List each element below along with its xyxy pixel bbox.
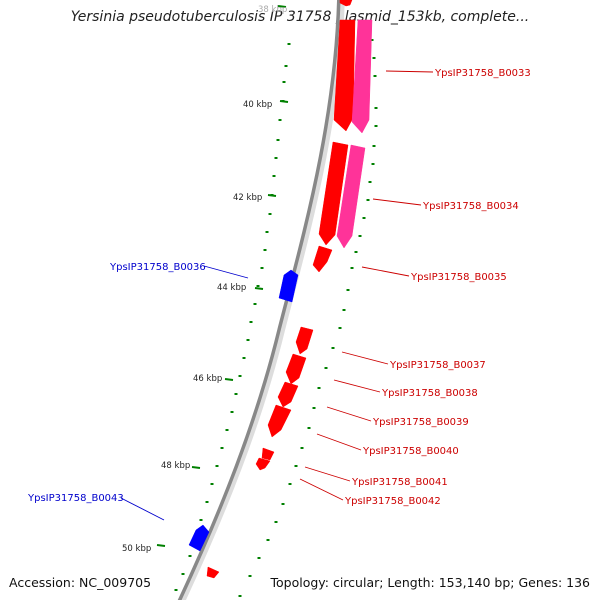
forward-gene-arrow — [267, 404, 292, 438]
kbp-label: 38 kbp — [258, 5, 287, 15]
gene-label-forward: YpsIP31758_B0034 — [422, 201, 519, 212]
kbp-tick — [279, 100, 289, 103]
forward-gene-arrow — [206, 566, 220, 579]
kbp-tick — [277, 5, 287, 8]
forward-gene-arrow — [318, 141, 349, 246]
label-leader — [120, 497, 165, 521]
label-leader — [316, 433, 362, 451]
label-leader — [304, 466, 351, 482]
forward-gene-arrow — [295, 326, 314, 355]
kbp-label: 42 kbp — [233, 193, 262, 203]
forward-gene-arrow — [333, 19, 356, 132]
forward-gene-arrow — [255, 457, 271, 471]
gene-label-forward: YpsIP31758_B0039 — [372, 417, 469, 428]
gene-label-forward: YpsIP31758_B0037 — [389, 360, 486, 371]
forward-gene-arrow — [336, 144, 366, 249]
backbone-layer — [177, 0, 345, 600]
map-title: Yersinia pseudotuberculosis IP 31758 pla… — [70, 9, 530, 25]
gene-label-forward: YpsIP31758_B0041 — [351, 477, 448, 488]
kbp-label: 46 kbp — [193, 374, 222, 384]
label-leader — [361, 266, 410, 277]
gene-label-forward: YpsIP31758_B0038 — [381, 388, 478, 399]
gene-label-reverse: YpsIP31758_B0036 — [109, 262, 206, 273]
reverse-gene-arrow — [188, 524, 210, 552]
reverse-gene-arrow — [278, 269, 299, 303]
kbp-tick — [267, 194, 277, 197]
gene-label-forward: YpsIP31758_B0040 — [362, 446, 459, 457]
kbp-tick — [191, 466, 201, 469]
forward-gene-arrow — [285, 353, 307, 385]
label-leader — [333, 379, 381, 393]
gene-label-forward: YpsIP31758_B0033 — [434, 68, 531, 79]
forward-gene-arrow — [277, 381, 299, 408]
kbp-label: 50 kbp — [122, 544, 151, 554]
gene-layer — [188, 0, 373, 579]
forward-gene-arrow — [312, 245, 333, 273]
gene-label-reverse: YpsIP31758_B0043 — [27, 493, 124, 504]
kbp-label: 48 kbp — [161, 461, 190, 471]
forward-gene-arrow — [261, 447, 275, 461]
backbone-shadow — [179, 0, 345, 600]
topology-summary: Topology: circular; Length: 153,140 bp; … — [270, 575, 591, 590]
label-leader — [385, 70, 434, 73]
forward-gene-arrow — [339, 0, 353, 7]
backbone-arc — [177, 0, 341, 600]
forward-gene-arrow — [351, 19, 373, 134]
label-leader — [203, 265, 249, 279]
accession-text: Accession: NC_009705 — [9, 575, 152, 590]
gene-label-forward: YpsIP31758_B0035 — [410, 272, 507, 283]
label-leader — [372, 198, 422, 206]
label-leader — [341, 351, 389, 365]
kbp-label: 44 kbp — [217, 283, 246, 293]
kbp-tick — [156, 544, 166, 547]
gene-label-forward: YpsIP31758_B0042 — [344, 496, 441, 507]
label-layer: YpsIP31758_B0033 YpsIP31758_B0034 YpsIP317… — [27, 68, 531, 521]
kbp-label: 40 kbp — [243, 100, 272, 110]
tick-layer: 38 kbp 40 kbp 42 kbp 44 kbp 46 kbp 48 kbp 50 k… — [122, 5, 378, 597]
label-leader — [299, 478, 344, 501]
label-leader — [326, 406, 372, 422]
kbp-tick — [224, 378, 234, 381]
kbp-tick — [254, 287, 264, 290]
